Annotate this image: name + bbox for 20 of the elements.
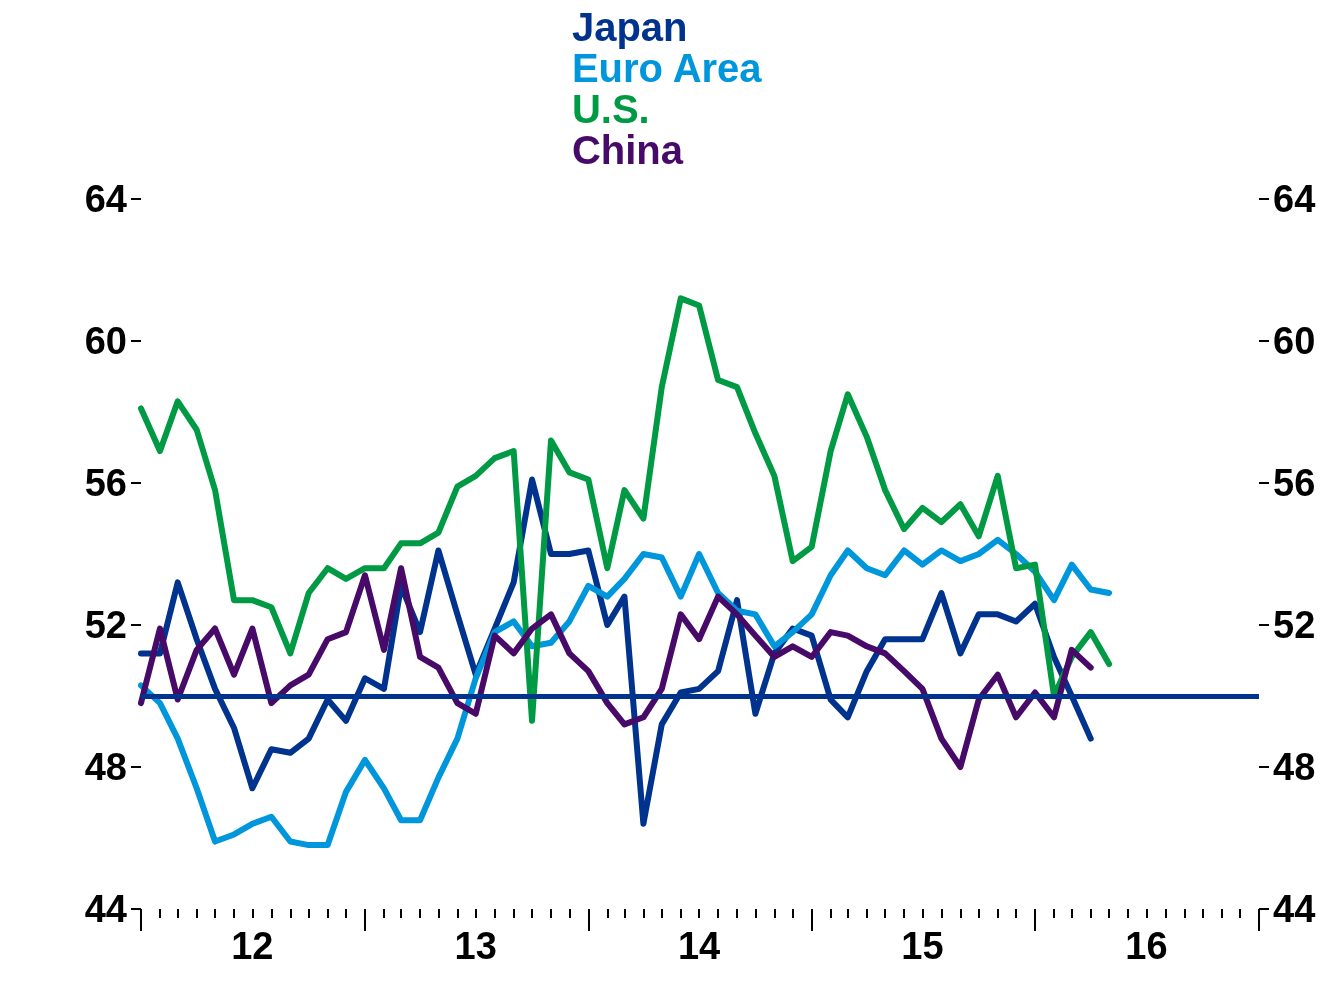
x-tick-label: 12: [231, 925, 274, 967]
x-tick-label: 13: [454, 925, 497, 967]
x-tick-label: 16: [1125, 925, 1168, 967]
text: Japan: [571, 5, 688, 49]
x-tick-label: 15: [901, 925, 944, 967]
y-tick-label: 64: [84, 178, 127, 220]
y2-tick-label: 48: [1273, 746, 1316, 788]
y-tick-label: 56: [84, 462, 127, 504]
y-tick-label: 60: [84, 320, 127, 362]
y2-tick-label: 60: [1273, 320, 1316, 362]
y-tick-label: 48: [84, 746, 127, 788]
y-tick-label: 52: [84, 604, 127, 646]
x-tick-label: 14: [677, 925, 721, 967]
y2-tick-label: 64: [1273, 178, 1316, 220]
y2-tick-label: 44: [1273, 888, 1316, 930]
y2-tick-label: 52: [1273, 604, 1316, 646]
text: China: [571, 128, 684, 172]
text: U.S.: [571, 87, 650, 131]
y-tick-label: 44: [84, 888, 127, 930]
y2-tick-label: 56: [1273, 462, 1316, 504]
